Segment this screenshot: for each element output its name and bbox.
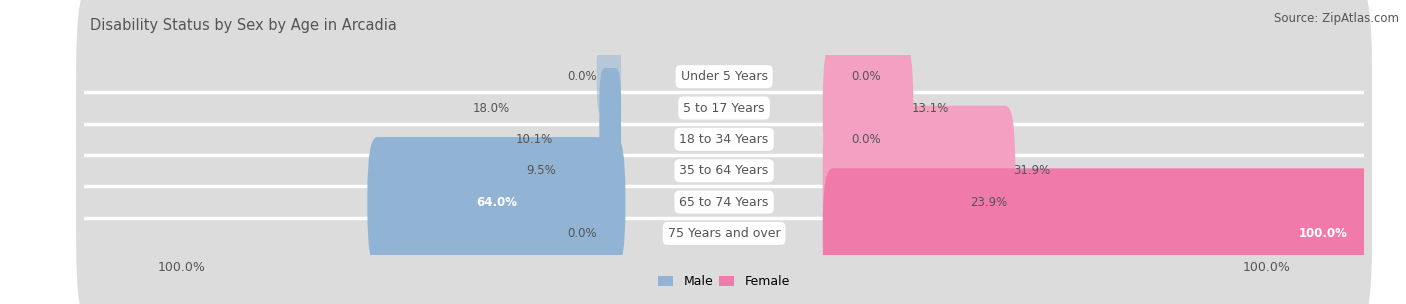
Text: Under 5 Years: Under 5 Years bbox=[681, 70, 768, 83]
Text: 18 to 34 Years: 18 to 34 Years bbox=[679, 133, 769, 146]
Text: 0.0%: 0.0% bbox=[852, 133, 882, 146]
FancyBboxPatch shape bbox=[599, 99, 621, 179]
FancyBboxPatch shape bbox=[76, 0, 1372, 167]
FancyBboxPatch shape bbox=[599, 68, 621, 148]
Text: 75 Years and over: 75 Years and over bbox=[668, 227, 780, 240]
FancyBboxPatch shape bbox=[599, 131, 621, 211]
Text: 0.0%: 0.0% bbox=[567, 227, 596, 240]
Text: 100.0%: 100.0% bbox=[1299, 227, 1347, 240]
FancyBboxPatch shape bbox=[827, 99, 852, 179]
Text: 23.9%: 23.9% bbox=[970, 195, 1008, 209]
FancyBboxPatch shape bbox=[76, 112, 1372, 293]
FancyBboxPatch shape bbox=[596, 37, 621, 117]
FancyBboxPatch shape bbox=[76, 49, 1372, 230]
Text: Disability Status by Sex by Age in Arcadia: Disability Status by Sex by Age in Arcad… bbox=[90, 18, 396, 33]
FancyBboxPatch shape bbox=[76, 17, 1372, 199]
FancyBboxPatch shape bbox=[823, 106, 1015, 236]
Text: 13.1%: 13.1% bbox=[911, 102, 949, 115]
FancyBboxPatch shape bbox=[76, 80, 1372, 261]
Text: 18.0%: 18.0% bbox=[472, 102, 510, 115]
FancyBboxPatch shape bbox=[827, 37, 852, 117]
Text: 64.0%: 64.0% bbox=[475, 195, 517, 209]
FancyBboxPatch shape bbox=[823, 43, 914, 173]
Text: 31.9%: 31.9% bbox=[1014, 164, 1050, 177]
FancyBboxPatch shape bbox=[596, 193, 621, 273]
Text: 9.5%: 9.5% bbox=[526, 164, 555, 177]
Text: 65 to 74 Years: 65 to 74 Years bbox=[679, 195, 769, 209]
FancyBboxPatch shape bbox=[823, 168, 1385, 299]
Text: Source: ZipAtlas.com: Source: ZipAtlas.com bbox=[1274, 12, 1399, 25]
Text: 35 to 64 Years: 35 to 64 Years bbox=[679, 164, 769, 177]
Text: 0.0%: 0.0% bbox=[852, 70, 882, 83]
Text: 5 to 17 Years: 5 to 17 Years bbox=[683, 102, 765, 115]
Text: 0.0%: 0.0% bbox=[567, 70, 596, 83]
Legend: Male, Female: Male, Female bbox=[654, 270, 794, 293]
FancyBboxPatch shape bbox=[823, 137, 972, 267]
FancyBboxPatch shape bbox=[367, 137, 626, 267]
FancyBboxPatch shape bbox=[76, 143, 1372, 304]
Text: 10.1%: 10.1% bbox=[516, 133, 553, 146]
